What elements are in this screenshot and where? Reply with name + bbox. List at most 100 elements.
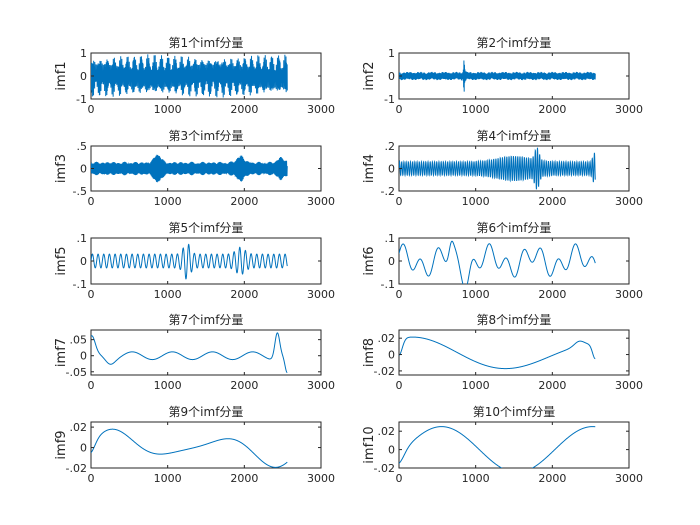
x-tick-label: 0 — [396, 103, 403, 116]
x-tick-label: 1000 — [462, 195, 490, 208]
x-tick-label: 2000 — [538, 195, 566, 208]
subplot-title: 第8个imf分量 — [477, 313, 552, 327]
x-tick-label: 0 — [88, 472, 95, 485]
y-tick-label: .1 — [385, 232, 396, 245]
y-tick-label: 1 — [80, 47, 87, 60]
y-tick-label: .02 — [70, 421, 88, 434]
x-tick-label: 0 — [88, 379, 95, 392]
series-line — [91, 243, 288, 280]
y-tick-label: -.05 — [66, 366, 87, 379]
x-tick-label: 1000 — [462, 288, 490, 301]
x-tick-label: 3000 — [615, 195, 643, 208]
subplot-title: 第6个imf分量 — [477, 221, 552, 235]
y-axis-label: imf6 — [362, 246, 377, 275]
x-tick-label: 3000 — [307, 103, 335, 116]
x-tick-label: 2000 — [230, 288, 258, 301]
series-line — [399, 426, 596, 468]
y-axis-label: imf10 — [362, 426, 377, 463]
x-tick-label: 3000 — [615, 472, 643, 485]
y-tick-label: -.02 — [374, 462, 395, 475]
series-line — [399, 147, 596, 190]
axes-frame — [90, 237, 322, 285]
subplot-title: 第7个imf分量 — [169, 313, 244, 327]
series-line — [399, 60, 596, 92]
subplot-title: 第10个imf分量 — [473, 405, 556, 419]
x-tick-label: 1000 — [462, 379, 490, 392]
x-tick-label: 2000 — [230, 195, 258, 208]
y-tick-label: 1 — [388, 47, 395, 60]
y-axis-label: imf4 — [362, 154, 377, 183]
series-line — [91, 54, 288, 98]
y-tick-label: 0 — [388, 444, 395, 457]
x-tick-label: 2000 — [230, 472, 258, 485]
subplot-title: 第1个imf分量 — [169, 36, 244, 50]
axes-frame — [90, 329, 322, 376]
y-tick-label: 0 — [80, 442, 87, 455]
series-line — [399, 240, 596, 284]
y-tick-label: -.02 — [66, 462, 87, 475]
x-tick-label: 0 — [396, 472, 403, 485]
y-tick-label: .1 — [77, 232, 88, 245]
y-tick-label: -1 — [76, 93, 87, 106]
axes-frame — [90, 421, 322, 469]
y-tick-label: 0 — [388, 163, 395, 176]
axes-frame — [398, 421, 630, 469]
series-line — [399, 336, 596, 370]
x-tick-label: 2000 — [538, 103, 566, 116]
x-tick-label: 0 — [396, 195, 403, 208]
y-tick-label: 0 — [80, 255, 87, 268]
subplot-title: 第4个imf分量 — [477, 129, 552, 143]
x-tick-label: 2000 — [538, 472, 566, 485]
x-tick-label: 2000 — [230, 103, 258, 116]
y-tick-label: 0 — [80, 70, 87, 83]
x-tick-label: 3000 — [307, 472, 335, 485]
x-tick-label: 1000 — [154, 288, 182, 301]
series-line — [91, 154, 288, 183]
x-tick-label: 0 — [396, 288, 403, 301]
x-tick-label: 0 — [88, 195, 95, 208]
x-tick-label: 3000 — [307, 288, 335, 301]
y-tick-label: -.1 — [73, 278, 87, 291]
y-tick-label: -.2 — [381, 185, 395, 198]
series-line — [91, 428, 288, 468]
x-tick-label: 1000 — [154, 195, 182, 208]
x-tick-label: 1000 — [154, 379, 182, 392]
x-tick-label: 0 — [88, 103, 95, 116]
x-tick-label: 0 — [396, 379, 403, 392]
y-tick-label: 0 — [388, 255, 395, 268]
y-axis-label: imf1 — [54, 61, 69, 90]
y-tick-label: 0 — [80, 163, 87, 176]
x-tick-label: 3000 — [307, 195, 335, 208]
y-axis-label: imf2 — [362, 61, 377, 90]
x-tick-label: 1000 — [154, 103, 182, 116]
y-axis-label: imf7 — [54, 338, 69, 367]
axes-frame — [398, 329, 630, 376]
y-tick-label: .02 — [378, 332, 396, 345]
subplot-title: 第2个imf分量 — [477, 36, 552, 50]
x-tick-label: 3000 — [615, 379, 643, 392]
y-tick-label: .2 — [385, 140, 396, 153]
y-tick-label: 0 — [388, 70, 395, 83]
y-tick-label: 0 — [388, 349, 395, 362]
x-tick-label: 3000 — [615, 103, 643, 116]
series-line — [91, 332, 288, 374]
subplot-title: 第9个imf分量 — [169, 405, 244, 419]
y-tick-label: .5 — [77, 140, 88, 153]
subplot-title: 第5个imf分量 — [169, 221, 244, 235]
y-tick-label: -1 — [384, 93, 395, 106]
x-tick-label: 3000 — [307, 379, 335, 392]
y-axis-label: imf8 — [362, 338, 377, 367]
x-tick-label: 3000 — [615, 288, 643, 301]
x-tick-label: 1000 — [462, 472, 490, 485]
x-tick-label: 2000 — [230, 379, 258, 392]
y-axis-label: imf3 — [54, 154, 69, 183]
